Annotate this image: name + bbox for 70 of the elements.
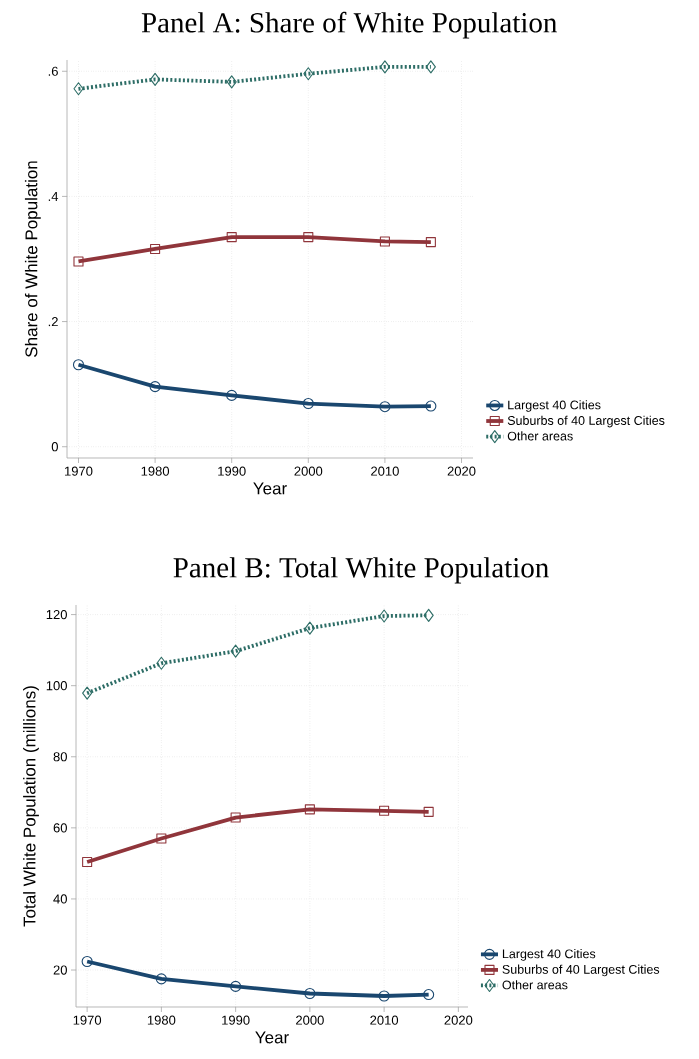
y-tick-label: 80 [53, 752, 67, 762]
point [149, 381, 161, 393]
point [155, 973, 167, 985]
x-tick-label: 1990 [218, 466, 246, 476]
point [156, 656, 167, 670]
x-tick-label: 2010 [371, 466, 399, 476]
point [304, 804, 315, 815]
point [379, 609, 390, 623]
x-tick-label: 2010 [370, 1015, 399, 1025]
y-tick-label: 120 [46, 609, 67, 620]
point [81, 955, 93, 968]
point [156, 833, 167, 844]
legend-label: Suburbs of 40 Largest Cities [502, 964, 660, 977]
point [230, 980, 242, 992]
chart-title: Panel B: Total White Population [173, 557, 549, 584]
point [379, 236, 390, 247]
point [226, 75, 237, 89]
point [379, 60, 390, 74]
point [379, 805, 390, 816]
x-tick-label: 2000 [294, 466, 323, 476]
point [150, 72, 161, 86]
legend-label: Largest 40 Cities [502, 949, 596, 961]
point [303, 232, 314, 243]
point [226, 389, 238, 401]
x-tick-label: 2020 [444, 1015, 473, 1025]
y-tick-label: .4 [48, 191, 59, 201]
point [425, 60, 436, 74]
x-tick-label: 1980 [141, 466, 170, 476]
x-tick-label: 1990 [222, 1015, 250, 1025]
point [304, 987, 316, 1000]
y-tick-label: .2 [48, 317, 58, 327]
point [73, 256, 84, 267]
point [230, 812, 241, 823]
point [82, 856, 93, 868]
point [150, 243, 161, 255]
point [423, 806, 434, 817]
point [73, 82, 84, 96]
legend-label: Suburbs of 40 Largest Cities [507, 415, 665, 428]
x-axis-title: Year [253, 482, 287, 495]
y-tick-label: .6 [48, 66, 58, 76]
chart-title: Panel A: Share of White Population [141, 11, 557, 39]
x-tick-label: 2000 [296, 1015, 324, 1025]
point [423, 989, 435, 1001]
legend-label: Other areas [507, 431, 573, 441]
x-tick-label: 1970 [73, 1015, 102, 1025]
x-tick-label: 2020 [447, 466, 476, 476]
x-tick-label: 1970 [65, 466, 93, 476]
y-axis-title: Total White Population (millions) [23, 686, 39, 927]
y-tick-label: 100 [46, 681, 67, 691]
y-axis-title: Share of White Population [24, 161, 41, 357]
y-tick-label: 20 [53, 965, 67, 975]
point [302, 398, 314, 410]
point [423, 608, 434, 622]
legend-label: Other areas [502, 980, 568, 990]
point [425, 237, 436, 248]
point [425, 400, 437, 412]
y-tick-label: 40 [53, 894, 67, 904]
point [304, 621, 315, 635]
point [303, 67, 314, 81]
point [230, 644, 241, 658]
x-axis-title: Year [255, 1031, 289, 1044]
point [379, 401, 391, 413]
point [82, 686, 93, 700]
x-tick-label: 1980 [147, 1015, 176, 1025]
point [226, 232, 237, 243]
y-tick-label: 0 [51, 442, 58, 452]
point [72, 359, 85, 371]
point [378, 990, 390, 1002]
legend-label: Largest 40 Cities [508, 400, 601, 412]
y-tick-label: 60 [53, 823, 67, 833]
